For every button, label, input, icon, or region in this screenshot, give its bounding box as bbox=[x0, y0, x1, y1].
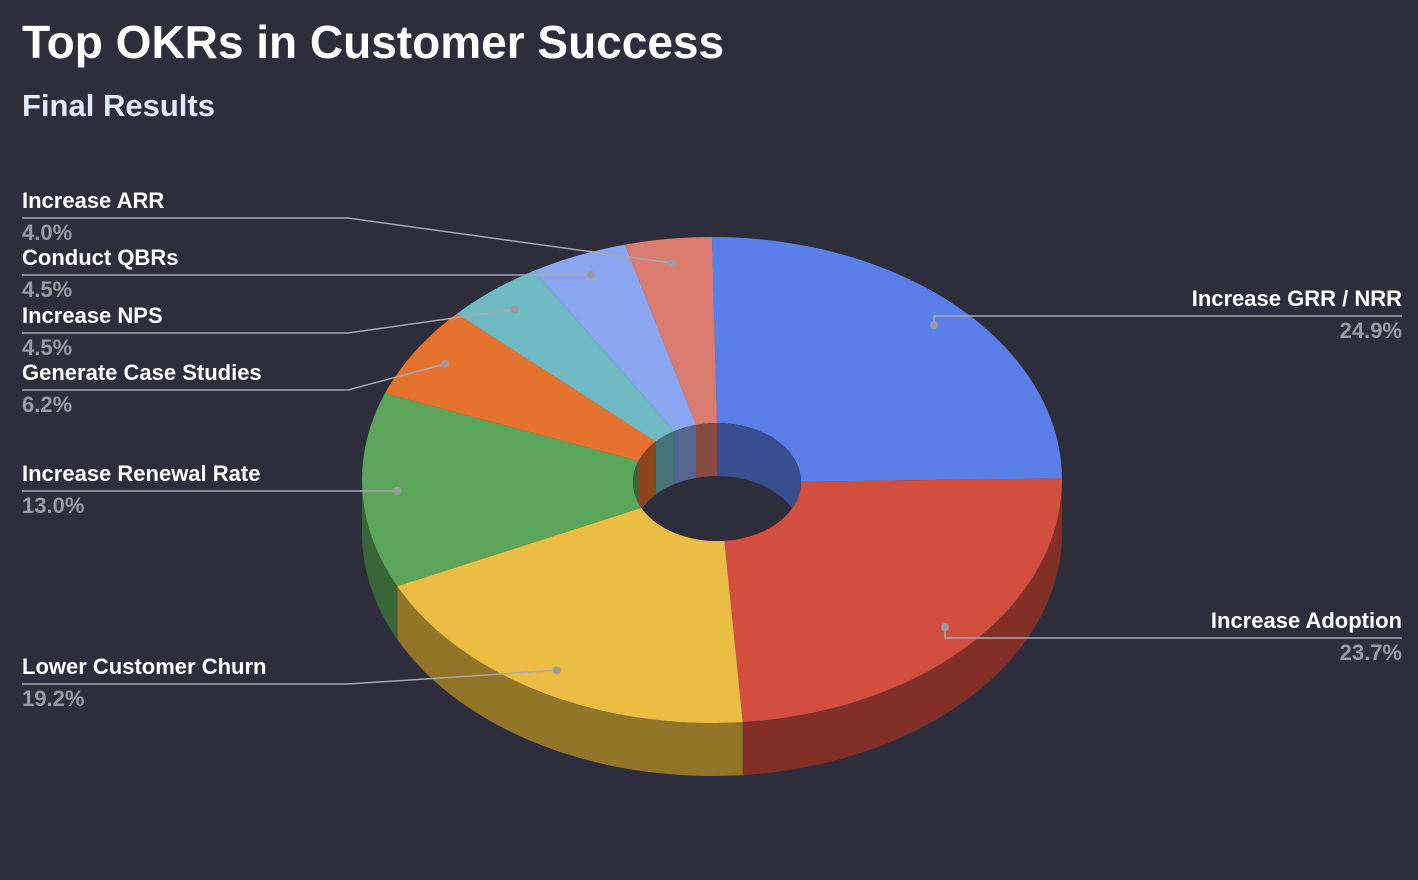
slice-label: Lower Customer Churn bbox=[22, 654, 266, 679]
slice-value-label: 23.7% bbox=[1340, 640, 1402, 665]
slice-value-label: 24.9% bbox=[1340, 318, 1402, 343]
leader-dot bbox=[440, 359, 449, 368]
slice-label: Increase GRR / NRR bbox=[1192, 286, 1402, 311]
slice-inner-wall bbox=[717, 423, 801, 535]
slice-value-label: 4.5% bbox=[22, 335, 72, 360]
slice-inner-wall bbox=[674, 424, 697, 485]
hole-walls bbox=[633, 423, 801, 535]
leader-line bbox=[22, 308, 516, 334]
slice-side bbox=[397, 586, 743, 776]
leader-dot bbox=[393, 487, 402, 495]
chart-title: Top OKRs in Customer Success bbox=[22, 16, 724, 68]
slice bbox=[724, 478, 1062, 723]
leader-line bbox=[22, 217, 673, 264]
leader-dot bbox=[587, 271, 596, 279]
slice-label: Conduct QBRs bbox=[22, 245, 178, 270]
slice bbox=[712, 237, 1062, 482]
slice-value-label: 4.0% bbox=[22, 220, 72, 245]
slice-side bbox=[742, 480, 1062, 776]
slice-value-label: 13.0% bbox=[22, 493, 84, 518]
leader-line bbox=[22, 363, 446, 391]
slice-label: Increase NPS bbox=[22, 303, 163, 328]
slice bbox=[625, 237, 717, 425]
slice-value-label: 4.5% bbox=[22, 277, 72, 302]
slice-label: Increase Adoption bbox=[1211, 608, 1402, 633]
slice bbox=[397, 507, 743, 723]
leader-dot bbox=[511, 305, 520, 314]
slice bbox=[533, 244, 697, 432]
slice-label: Increase ARR bbox=[22, 188, 164, 213]
slice-label: Increase Renewal Rate bbox=[22, 461, 260, 486]
slice bbox=[362, 393, 642, 587]
slice-inner-wall bbox=[638, 441, 656, 514]
leader-dot bbox=[930, 320, 939, 329]
slice-inner-wall bbox=[696, 423, 717, 478]
leader-line bbox=[22, 669, 557, 685]
slice bbox=[385, 313, 656, 461]
leader-dot bbox=[940, 623, 949, 632]
leader-dot bbox=[552, 666, 561, 675]
leader-dot bbox=[668, 259, 677, 268]
slice bbox=[456, 270, 675, 442]
slice-value-label: 6.2% bbox=[22, 392, 72, 417]
chart-subtitle: Final Results bbox=[22, 88, 215, 123]
slice-value-label: 19.2% bbox=[22, 686, 84, 711]
slice-side bbox=[362, 480, 398, 640]
slice-inner-wall bbox=[655, 431, 675, 495]
slice-label: Generate Case Studies bbox=[22, 360, 262, 385]
